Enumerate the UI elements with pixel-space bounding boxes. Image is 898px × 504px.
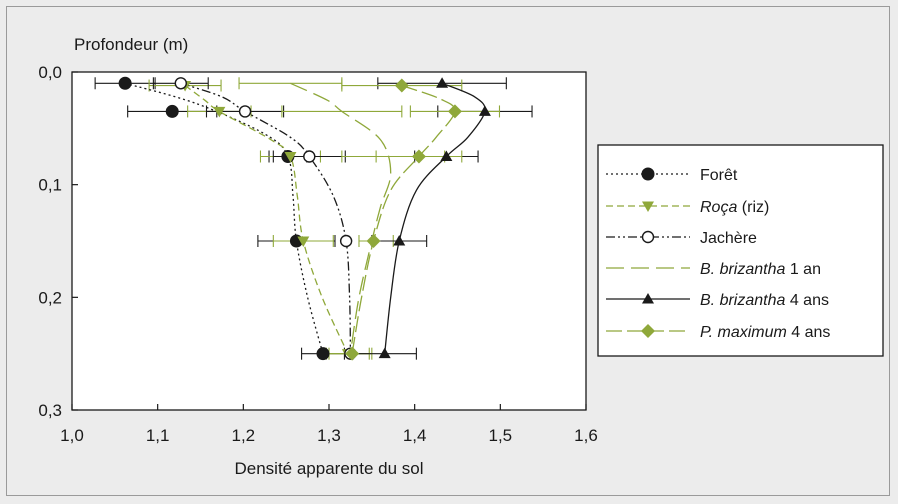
y-tick-label: 0,1 [38, 176, 62, 195]
foret-legend-label: Forêt [700, 167, 738, 184]
jachere-data-point [174, 77, 187, 90]
x-tick-label: 1,0 [60, 426, 84, 445]
roca-curve [184, 84, 349, 354]
bb4-data-point [440, 150, 453, 161]
roca-data-point [284, 152, 297, 163]
legend: Forêt Roça (riz) Jachère B. brizantha 1 an B… [597, 144, 884, 357]
pmax-data-point [411, 149, 426, 164]
axis-ticks: 1,0 1,1 1,2 1,3 1,4 1,5 1,6 0,0 0,1 0,2 0,3 [38, 63, 597, 445]
bb4-legend-marker [642, 293, 654, 304]
series-markers [118, 76, 491, 361]
roca-data-point [213, 106, 226, 118]
x-tick-label: 1,2 [232, 426, 256, 445]
pmax-data-point [394, 78, 409, 93]
jachere-legend-marker [641, 230, 655, 244]
legend-box [597, 144, 884, 357]
x-tick-label: 1,6 [574, 426, 598, 445]
bb4-data-point [478, 105, 491, 116]
x-tick-label: 1,3 [317, 426, 341, 445]
bb4-data-point [436, 77, 449, 88]
pmax-data-point [366, 234, 381, 248]
pmax-legend-marker [641, 324, 655, 338]
bb1-legend-label: B. brizantha 1 an [700, 261, 821, 278]
y-tick-label: 0,2 [38, 288, 62, 307]
y-tick-label: 0,0 [38, 63, 62, 82]
foret-data-point [118, 76, 132, 90]
pmax-data-point [447, 104, 462, 119]
x-tick-label: 1,4 [403, 426, 427, 445]
x-tick-label: 1,5 [489, 426, 513, 445]
foret-data-point [316, 347, 330, 361]
jachere-data-point [238, 105, 252, 118]
y-tick-label: 0,3 [38, 401, 62, 420]
x-axis-label: Densité apparente du sol [234, 459, 423, 478]
jachere-data-point [339, 234, 353, 248]
x-tick-label: 1,1 [146, 426, 170, 445]
bb4-data-point [393, 235, 406, 246]
pmax-legend-label: P. maximum 4 ans [700, 324, 830, 341]
jachere-data-point [303, 150, 316, 163]
jachere-legend-label: Jachère [700, 230, 757, 247]
y-axis-label: Profondeur (m) [74, 35, 188, 54]
pmax-data-point [345, 346, 360, 361]
roca-data-point [297, 236, 310, 247]
roca-legend-marker [642, 201, 654, 212]
roca-legend-label: Roça (riz) [700, 199, 769, 216]
foret-data-point [165, 104, 179, 118]
bb4-legend-label: B. brizantha 4 ans [700, 292, 829, 309]
figure-frame [6, 6, 890, 496]
bb1-curve [290, 82, 392, 354]
foret-legend-marker [641, 167, 655, 181]
bb4-data-point [378, 347, 391, 359]
foret-curve [124, 82, 324, 354]
